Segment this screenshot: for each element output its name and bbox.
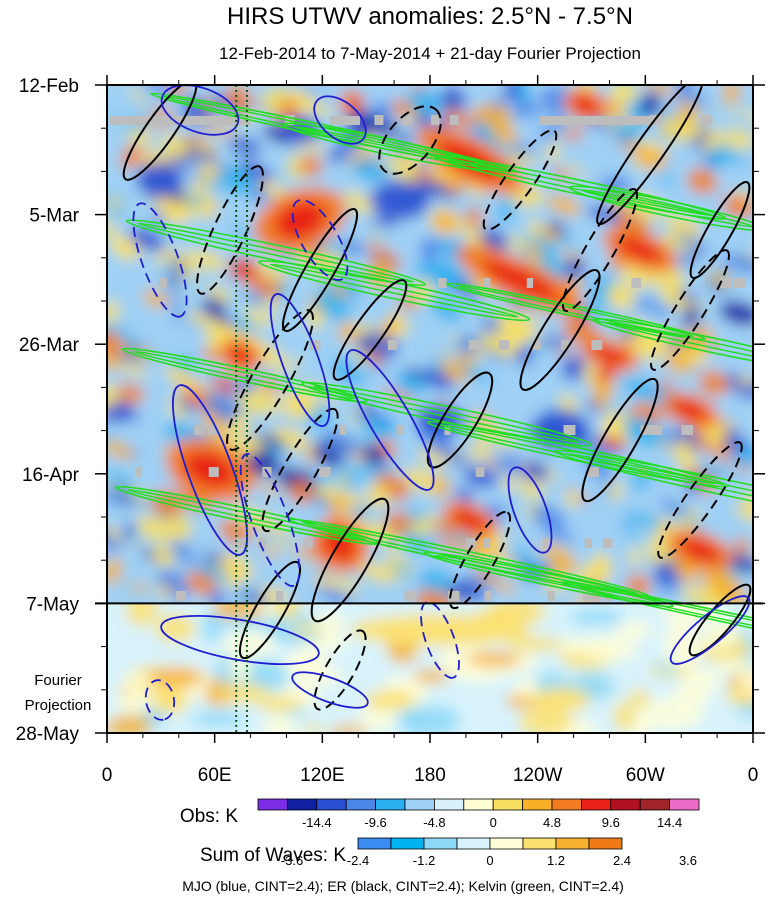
colorbar-swatch [551, 798, 582, 811]
chart-subtitle: 12-Feb-2014 to 7-May-2014 + 21-day Fouri… [219, 44, 641, 63]
plot-area [95, 84, 763, 734]
colorbar-swatch [610, 798, 641, 811]
y-tick-label: 28-May [16, 724, 80, 745]
obs-colorbar: Obs: K -14.4 -9.6 -4.8 0 4.8 9.6 14.4 [180, 798, 700, 830]
colorbar-tick-label: 0 [486, 853, 493, 868]
colorbar-tick-label: 4.8 [543, 815, 561, 830]
y-tick-label: 12-Feb [19, 76, 79, 97]
colorbar-tick-label: 0 [490, 815, 497, 830]
colorbar-tick-label: -14.4 [302, 815, 332, 830]
waves-colorbar: Sum of Waves: K -3.6 -2.4 -1.2 0 1.2 2.4 3.6 [200, 837, 697, 868]
waves-colorbar-label: Sum of Waves: K [200, 845, 346, 866]
colorbar-swatch [404, 798, 435, 811]
colorbar-swatch [639, 798, 671, 811]
reference-lines [235, 85, 248, 733]
footer-legend: MJO (blue, CINT=2.4); ER (black, CINT=2.… [182, 878, 624, 894]
colorbar-swatch [522, 837, 557, 850]
y-tick-label: 7-May [26, 594, 79, 615]
wave-contours [114, 85, 753, 721]
colorbar-swatch [522, 798, 553, 811]
colorbar-swatch [316, 798, 347, 811]
er-contours [122, 85, 752, 711]
projection-label-line1: Fourier [34, 672, 82, 689]
x-tick-label: 0 [102, 765, 113, 786]
y-tick-label: 5-Mar [29, 206, 79, 227]
x-tick-label: 180 [414, 765, 446, 786]
colorbar-swatch [433, 798, 465, 811]
x-tick-label: 0 [748, 765, 759, 786]
colorbar-tick-label: -3.6 [281, 853, 303, 868]
colorbar-swatch [456, 837, 491, 850]
colorbar-tick-label: 14.4 [657, 815, 682, 830]
projection-anomaly-field [107, 603, 753, 733]
colorbar-swatch [463, 798, 494, 811]
y-tick-label: 26-Mar [19, 335, 80, 356]
colorbar-swatch [669, 798, 700, 811]
x-tick-label: 60E [198, 765, 232, 786]
colorbar-swatch [390, 837, 425, 850]
colorbar-swatch [581, 798, 612, 811]
colorbar-swatch [286, 798, 318, 811]
colorbar-tick-label: -9.6 [364, 815, 386, 830]
colorbar-tick-label: 9.6 [602, 815, 620, 830]
colorbar-tick-label: 2.4 [613, 853, 631, 868]
obs-anomaly-field [107, 85, 753, 603]
colorbar-tick-label: -1.2 [413, 853, 435, 868]
colorbar-tick-label: -2.4 [347, 853, 369, 868]
projection-label-line2: Projection [25, 697, 92, 714]
colorbar-swatch [357, 837, 392, 850]
mjo-contours [132, 85, 751, 721]
axes: 0 60E 120E 180 120W 60W 0 12-Feb 5-Mar 26-Mar 16-A… [16, 75, 765, 786]
colorbar-swatch [375, 798, 406, 811]
y-tick-label: 16-Apr [22, 465, 80, 486]
x-tick-label: 120W [513, 765, 563, 786]
colorbar-tick-label: 3.6 [679, 853, 697, 868]
colorbar-swatch [423, 837, 458, 850]
x-tick-label: 120E [300, 765, 344, 786]
chart-title: HIRS UTWV anomalies: 2.5°N - 7.5°N [227, 3, 633, 30]
colorbar-tick-label: -4.8 [423, 815, 445, 830]
colorbar-swatch [588, 837, 623, 850]
colorbar-swatch [345, 798, 377, 811]
colorbar-swatch [489, 837, 524, 850]
colorbar-swatch [257, 798, 288, 811]
colorbar-swatch [555, 837, 590, 850]
x-tick-label: 60W [626, 765, 665, 786]
obs-colorbar-label: Obs: K [180, 806, 238, 827]
colorbar-swatch [492, 798, 524, 811]
colorbar-tick-label: 1.2 [547, 853, 565, 868]
